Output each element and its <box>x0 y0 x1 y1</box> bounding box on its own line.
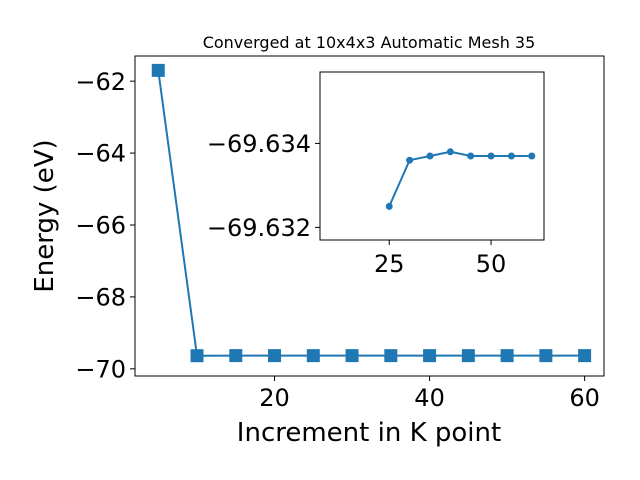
inset-axis-ticks: 25 50 −69.634 −69.632 <box>207 130 506 278</box>
inset-data-point <box>426 152 434 160</box>
main-data-point <box>229 349 243 363</box>
main-data-point <box>151 63 165 77</box>
main-data-point <box>384 349 398 363</box>
main-data-point <box>423 349 437 363</box>
main-plot-frame <box>134 55 605 377</box>
inset-data-point <box>507 152 515 160</box>
main-data-point <box>500 349 514 363</box>
main-y-tick-label: −70 <box>75 355 126 383</box>
main-data-point <box>190 349 204 363</box>
x-axis-label: Increment in K point <box>237 418 501 448</box>
main-x-tick-label: 40 <box>414 384 445 412</box>
main-data-point <box>539 349 553 363</box>
main-plot: Converged at 10x4x3 Automatic Mesh 35 20… <box>30 33 605 448</box>
inset-data-point <box>385 202 393 210</box>
main-x-tick-label: 60 <box>569 384 600 412</box>
inset-plot: 25 50 −69.634 −69.632 <box>207 71 545 278</box>
main-y-tick-label: −66 <box>75 212 126 240</box>
inset-y-tick-label: −69.632 <box>207 214 311 242</box>
main-x-tick-label: 20 <box>259 384 290 412</box>
inset-data-point <box>487 152 495 160</box>
main-data-point <box>268 349 282 363</box>
y-axis-label: Energy (eV) <box>30 139 60 292</box>
main-y-tick-label: −68 <box>75 284 126 312</box>
inset-data-point <box>446 148 454 156</box>
main-y-tick-label: −62 <box>75 68 126 96</box>
inset-data-point <box>528 152 536 160</box>
inset-x-tick-label: 25 <box>374 250 405 278</box>
inset-data-point <box>467 152 475 160</box>
main-data-point <box>306 349 320 363</box>
main-data-point <box>345 349 359 363</box>
inset-x-tick-label: 50 <box>476 250 507 278</box>
main-series <box>151 63 592 363</box>
main-data-point <box>578 349 592 363</box>
main-data-point <box>461 349 475 363</box>
inset-series <box>385 148 536 210</box>
inset-data-point <box>406 156 414 164</box>
chart-title: Converged at 10x4x3 Automatic Mesh 35 <box>203 33 536 52</box>
inset-y-tick-label: −69.634 <box>207 130 311 158</box>
main-axis-ticks: 20 40 60 −62 −64 −66 −68 −70 <box>75 68 600 412</box>
main-y-tick-label: −64 <box>75 140 126 168</box>
